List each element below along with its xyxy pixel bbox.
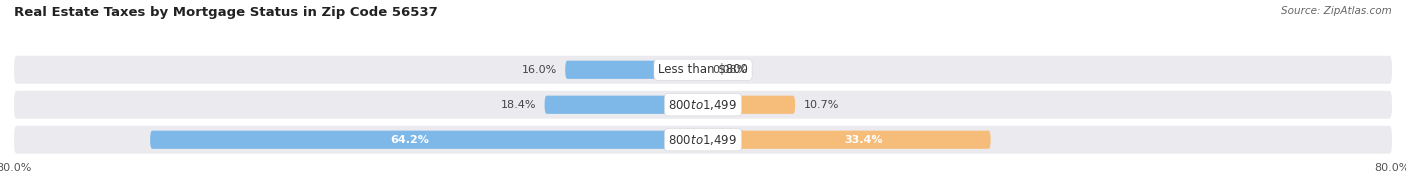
FancyBboxPatch shape xyxy=(565,61,703,79)
FancyBboxPatch shape xyxy=(14,126,1392,154)
Text: 0.08%: 0.08% xyxy=(713,65,748,75)
Text: 10.7%: 10.7% xyxy=(804,100,839,110)
Text: Real Estate Taxes by Mortgage Status in Zip Code 56537: Real Estate Taxes by Mortgage Status in … xyxy=(14,6,437,19)
Text: $800 to $1,499: $800 to $1,499 xyxy=(668,133,738,147)
FancyBboxPatch shape xyxy=(703,131,991,149)
FancyBboxPatch shape xyxy=(703,96,796,114)
Text: Less than $800: Less than $800 xyxy=(658,63,748,76)
Text: 64.2%: 64.2% xyxy=(389,135,429,145)
FancyBboxPatch shape xyxy=(544,96,703,114)
Text: 16.0%: 16.0% xyxy=(522,65,557,75)
FancyBboxPatch shape xyxy=(702,61,706,79)
FancyBboxPatch shape xyxy=(150,131,703,149)
FancyBboxPatch shape xyxy=(14,56,1392,84)
FancyBboxPatch shape xyxy=(14,91,1392,119)
Text: Source: ZipAtlas.com: Source: ZipAtlas.com xyxy=(1281,6,1392,16)
Text: $800 to $1,499: $800 to $1,499 xyxy=(668,98,738,112)
Text: 33.4%: 33.4% xyxy=(845,135,883,145)
Text: 18.4%: 18.4% xyxy=(501,100,536,110)
